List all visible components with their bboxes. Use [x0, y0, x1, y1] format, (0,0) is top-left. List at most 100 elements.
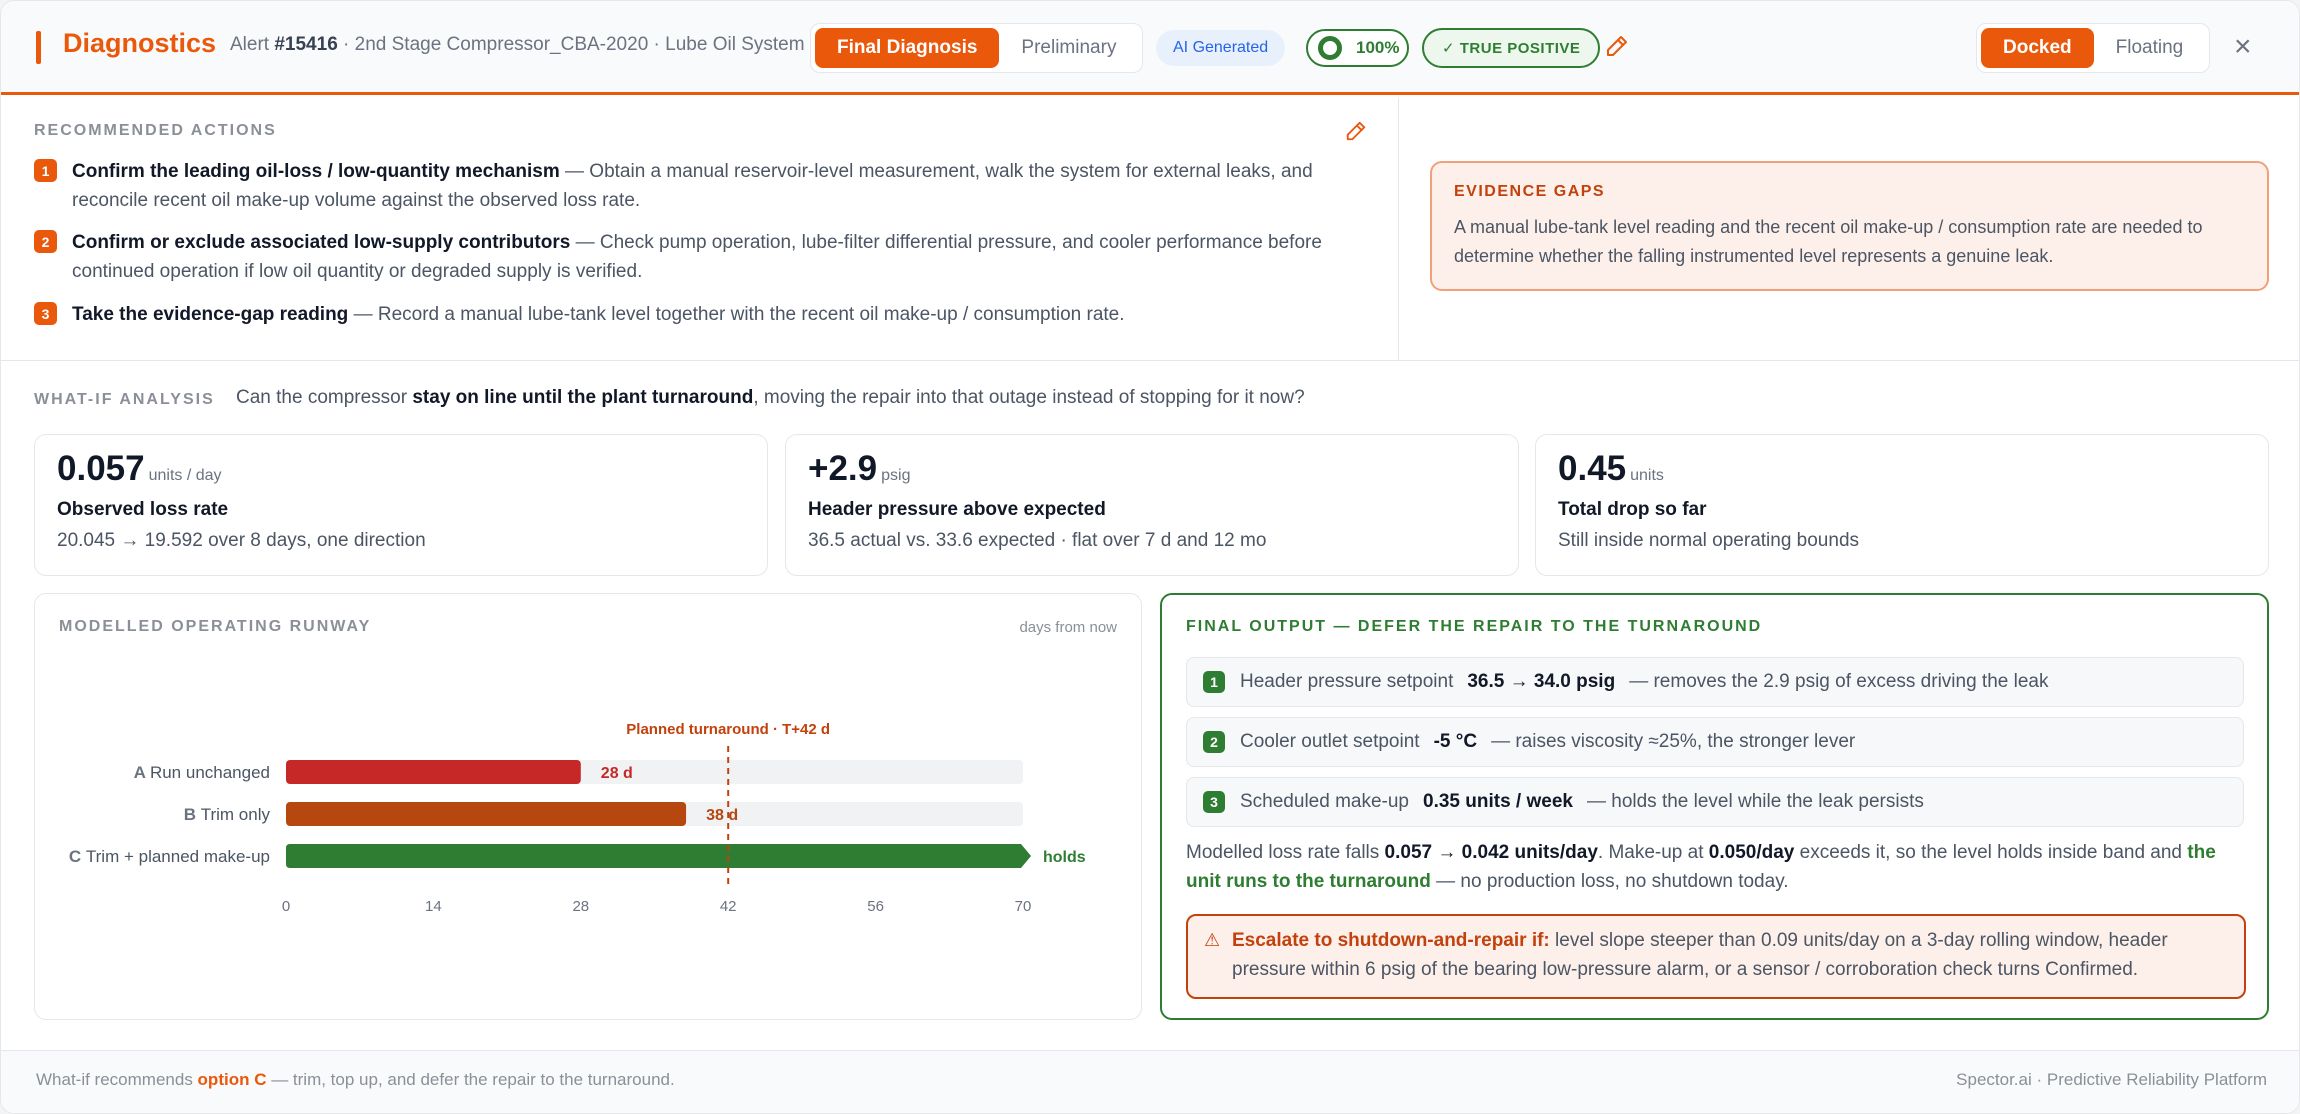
what-if-question-part: Can the compressor: [236, 387, 413, 408]
setpoint-number: 2: [1203, 731, 1225, 753]
kpi-label: Total drop so far: [1558, 499, 1707, 520]
action-detail: — Check pump operation, lube-filter diff…: [72, 232, 1322, 282]
x-tick-label: 70: [1015, 898, 1032, 915]
category-label: C Trim + planned make-up: [69, 847, 270, 866]
final-summary: Modelled loss rate falls 0.057 → 0.042 u…: [1186, 838, 2246, 896]
summary-loss-rate: 0.057 → 0.042 units/day: [1384, 842, 1598, 863]
action-title: Confirm or exclude associated low-supply…: [72, 232, 571, 253]
setpoint-value: 0.35 units / week: [1423, 791, 1573, 812]
alert-id: #15416: [274, 34, 338, 55]
footer-text: What-if recommends: [36, 1070, 198, 1089]
evidence-gaps-body: A manual lube-tank level reading and the…: [1454, 217, 2203, 266]
category-prefix: C: [69, 847, 86, 866]
bar-c: [286, 844, 1031, 868]
final-output-card: FINAL OUTPUT — DEFER THE REPAIR TO THE T…: [1160, 593, 2269, 1020]
kpi-card-loss-rate: 0.057 units / day Observed loss rate 20.0…: [34, 434, 768, 576]
alert-context: Alert #15416 · 2nd Stage Compressor_CBA-…: [230, 34, 805, 56]
x-tick-label: 28: [572, 898, 589, 915]
action-number: 3: [34, 302, 57, 325]
action-item: 3 Take the evidence-gap reading — Record…: [34, 300, 1374, 329]
setpoint-note: — holds the level while the leak persist…: [1586, 791, 1924, 812]
x-tick-label: 42: [720, 898, 737, 915]
action-item: 2 Confirm or exclude associated low-supp…: [34, 228, 1374, 286]
dock-toggle: Docked Floating: [1976, 23, 2211, 73]
panel-footer: What-if recommends option C — trim, top …: [1, 1050, 2299, 1113]
runway-axis-unit: days from now: [1019, 619, 1117, 636]
alert-prefix: Alert: [230, 34, 270, 55]
panel-header: Diagnostics Alert #15416 · 2nd Stage Com…: [1, 1, 2299, 95]
category-name: Trim only: [201, 805, 271, 824]
runway-chart: A Run unchanged 28 d B Trim only 38 d C Trim…: [69, 721, 1086, 915]
kpi-value: 0.45: [1558, 449, 1627, 488]
kpi-card-total-drop: 0.45 units Total drop so far Still inside…: [1535, 434, 2269, 576]
summary-text: Modelled loss rate falls: [1186, 842, 1385, 863]
action-title: Take the evidence-gap reading: [72, 304, 349, 325]
action-title: Confirm the leading oil-loss / low-quant…: [72, 161, 560, 182]
summary-makeup-rate: 0.050/day: [1708, 842, 1795, 863]
kpi-subtext: Still inside normal operating bounds: [1558, 530, 1860, 551]
what-if-question: Can the compressor stay on line until th…: [236, 387, 1305, 409]
confidence-ring-icon: [1318, 36, 1342, 60]
runway-chart-title: MODELLED OPERATING RUNWAY: [59, 618, 372, 635]
setpoint-value: 36.5 → 34.0 psig: [1467, 671, 1616, 692]
setpoint-row: 3 Scheduled make-up 0.35 units / week — …: [1186, 777, 2244, 827]
category-prefix: A: [134, 763, 150, 782]
panel-title: Diagnostics: [63, 28, 217, 58]
confidence-value: 100%: [1356, 38, 1400, 57]
setpoint-name: Scheduled make-up: [1240, 791, 1409, 812]
category-label: A Run unchanged: [134, 763, 270, 782]
runway-chart-card: A Run unchanged 28 d B Trim only 38 d C Trim…: [34, 593, 1142, 1020]
edit-actions-pencil-icon[interactable]: [1345, 120, 1367, 142]
category-prefix: B: [184, 805, 201, 824]
alert-asset: · 2nd Stage Compressor_CBA-2020 · Lube O…: [337, 34, 805, 55]
footer-recommendation: What-if recommends option C — trim, top …: [36, 1070, 675, 1090]
kpi-unit: psig: [881, 467, 911, 484]
setpoint-row: 2 Cooler outlet setpoint -5 °C — raises …: [1186, 717, 2244, 767]
confidence-badge: 100%: [1306, 29, 1409, 67]
tab-floating[interactable]: Floating: [2115, 37, 2184, 58]
category-name: Run unchanged: [150, 763, 270, 782]
ai-generated-badge: AI Generated: [1156, 30, 1286, 66]
warning-icon: ⚠: [1204, 930, 1221, 950]
setpoint-row: 1 Header pressure setpoint 36.5 → 34.0 p…: [1186, 657, 2244, 707]
x-tick-label: 14: [425, 898, 442, 915]
what-if-question-part: , moving the repair into that outage ins…: [753, 387, 1305, 408]
bar-value-label: 38 d: [706, 807, 738, 824]
kpi-subtext: 36.5 actual vs. 33.6 expected · flat ove…: [808, 530, 1267, 551]
footer-brand: Spector.ai · Predictive Reliability Plat…: [1956, 1070, 2267, 1089]
kpi-card-header-pressure: +2.9 psig Header pressure above expected …: [785, 434, 1519, 576]
kpi-label: Header pressure above expected: [808, 499, 1106, 520]
tab-preliminary[interactable]: Preliminary: [1021, 37, 1117, 58]
x-tick-label: 56: [867, 898, 884, 915]
turnaround-marker-label: Planned turnaround · T+42 d: [626, 721, 830, 738]
bar-value-label: 28 d: [601, 765, 633, 782]
diagnosis-toggle: Final Diagnosis Preliminary: [810, 23, 1144, 73]
summary-text: — no production loss, no shutdown today.: [1430, 871, 1789, 892]
escalation-text: level slope steeper than 0.09 units/day …: [1232, 930, 2168, 980]
evidence-gaps-card: EVIDENCE GAPS A manual lube-tank level r…: [1430, 161, 2269, 291]
footer-text: — trim, top up, and defer the repair to …: [266, 1070, 675, 1089]
edit-verdict-pencil-icon[interactable]: [1605, 34, 1629, 58]
x-tick-label: 0: [282, 898, 290, 915]
category-label: B Trim only: [184, 805, 271, 824]
escalation-title: Escalate to shutdown-and-repair if:: [1232, 930, 1550, 951]
kpi-unit: units / day: [148, 467, 222, 484]
kpi-unit: units: [1630, 467, 1664, 484]
category-name: Trim + planned make-up: [86, 847, 270, 866]
action-item: 1 Confirm the leading oil-loss / low-qua…: [34, 157, 1374, 215]
tab-docked[interactable]: Docked: [1981, 28, 2094, 68]
what-if-question-emphasis: stay on line until the plant turnaround: [412, 387, 754, 408]
tab-final-diagnosis[interactable]: Final Diagnosis: [815, 28, 1000, 68]
title-accent-bar: [36, 31, 41, 64]
kpi-label: Observed loss rate: [57, 499, 229, 520]
close-icon[interactable]: ×: [2234, 30, 2252, 63]
setpoint-number: 3: [1203, 791, 1225, 813]
evidence-gaps-title: EVIDENCE GAPS: [1454, 183, 1606, 200]
footer-option: option C: [197, 1070, 267, 1089]
kpi-subtext: 20.045 → 19.592 over 8 days, one directi…: [57, 530, 426, 551]
true-positive-badge: ✓ TRUE POSITIVE: [1422, 28, 1601, 68]
action-text: Take the evidence-gap reading — Record a…: [72, 300, 1125, 329]
setpoint-value: -5 °C: [1433, 731, 1478, 752]
setpoint-note: — raises viscosity ≈25%, the stronger le…: [1491, 731, 1856, 752]
